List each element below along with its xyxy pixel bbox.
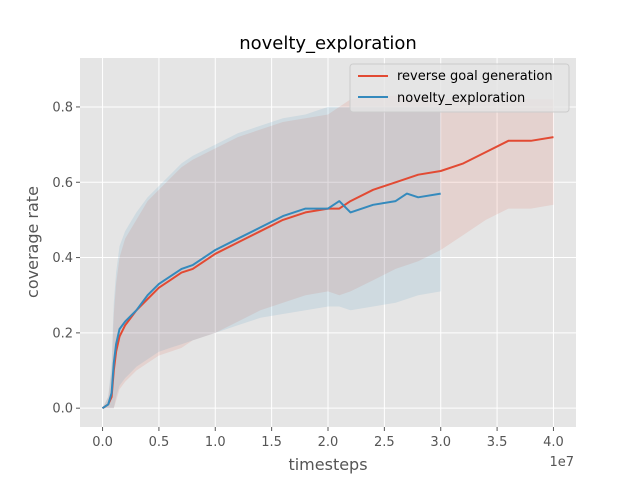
x-tick-label: 3.0 bbox=[430, 435, 451, 450]
x-axis-offset-label: 1e7 bbox=[549, 455, 574, 470]
x-tick-label: 2.0 bbox=[318, 435, 339, 450]
band-novelty-exploration bbox=[102, 106, 441, 409]
y-tick-label: 0.2 bbox=[52, 326, 73, 341]
y-tick-label: 0.4 bbox=[52, 251, 73, 266]
grid bbox=[80, 58, 576, 427]
legend-label-reverse-goal-generation: reverse goal generation bbox=[397, 69, 553, 84]
x-tick-label: 4.0 bbox=[543, 435, 564, 450]
x-tick-label: 1.0 bbox=[205, 435, 226, 450]
line-novelty-exploration bbox=[101, 192, 441, 410]
x-tick-label: 1.5 bbox=[261, 435, 282, 450]
x-axis-label: timesteps bbox=[288, 455, 367, 474]
y-tick-label: 0.6 bbox=[52, 176, 73, 191]
line-reverse-goal-generation bbox=[101, 136, 554, 410]
x-tick-label: 3.5 bbox=[487, 435, 508, 450]
y-axis-label: coverage rate bbox=[23, 186, 42, 298]
legend-label-novelty-exploration: novelty_exploration bbox=[397, 91, 525, 106]
x-tick-label: 0.5 bbox=[149, 435, 170, 450]
legend-frame bbox=[349, 63, 570, 113]
band-reverse-goal-generation bbox=[102, 95, 554, 409]
y-tick-label: 0.8 bbox=[52, 100, 73, 115]
legend: reverse goal generation novelty_explorat… bbox=[349, 63, 570, 113]
chart-title: novelty_exploration bbox=[239, 33, 417, 54]
confidence-bands bbox=[102, 95, 554, 409]
series-lines bbox=[101, 136, 554, 410]
y-tick-label: 0.0 bbox=[52, 402, 73, 417]
axis-ticks: 0.0 0.5 1.0 1.5 2.0 2.5 3.0 3.5 4.0 0.0 0.2 0.4 0.6 0… bbox=[52, 100, 563, 450]
x-tick-label: 2.5 bbox=[374, 435, 395, 450]
x-tick-label: 0.0 bbox=[92, 435, 113, 450]
